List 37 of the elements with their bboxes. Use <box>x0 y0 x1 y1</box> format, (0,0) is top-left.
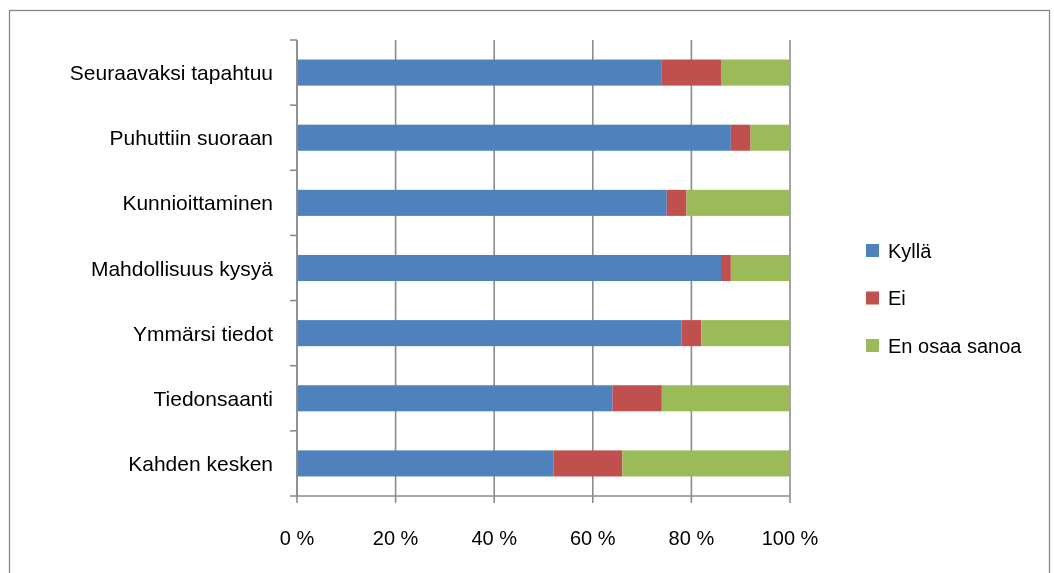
bar <box>686 189 790 216</box>
y-tick-label: Ymmärsi tiedot <box>132 321 274 345</box>
legend-label: En osaa sanoa <box>888 334 1023 357</box>
x-tick-label: 20 % <box>372 527 419 549</box>
x-tick-label: 80 % <box>668 527 715 549</box>
bar <box>297 320 682 347</box>
bar <box>730 124 751 151</box>
x-tick-label: 60 % <box>570 527 616 549</box>
y-tick-label: Kahden kesken <box>128 451 273 475</box>
bar <box>612 385 662 412</box>
bar <box>720 59 790 86</box>
bar <box>297 385 613 412</box>
bar <box>553 450 623 477</box>
x-tick-label: 0 % <box>279 527 315 549</box>
y-tick-label: Seuraavaksi tapahtuu <box>69 61 273 85</box>
bar <box>297 450 554 477</box>
bar <box>720 254 731 282</box>
bar <box>701 320 790 347</box>
bar <box>297 124 731 151</box>
bar <box>730 254 790 282</box>
y-tick-label: Kunnioittaminen <box>122 191 273 215</box>
bar <box>681 320 702 347</box>
x-tick-label: 40 % <box>471 527 518 549</box>
y-tick-label: Mahdollisuus kysyä <box>90 256 274 280</box>
legend-label: Kyllä <box>888 239 933 262</box>
bar <box>661 59 721 86</box>
bar <box>622 450 790 477</box>
x-tick-label: 100 % <box>761 527 819 549</box>
bar <box>666 189 687 216</box>
bar <box>661 385 790 412</box>
y-tick-label: Tiedonsaanti <box>153 386 273 410</box>
y-tick-label: Puhuttiin suoraan <box>109 126 273 150</box>
legend-label: Ei <box>888 287 906 309</box>
bar <box>297 59 662 86</box>
bar <box>297 254 721 282</box>
bar <box>750 124 790 151</box>
bar <box>297 189 667 216</box>
